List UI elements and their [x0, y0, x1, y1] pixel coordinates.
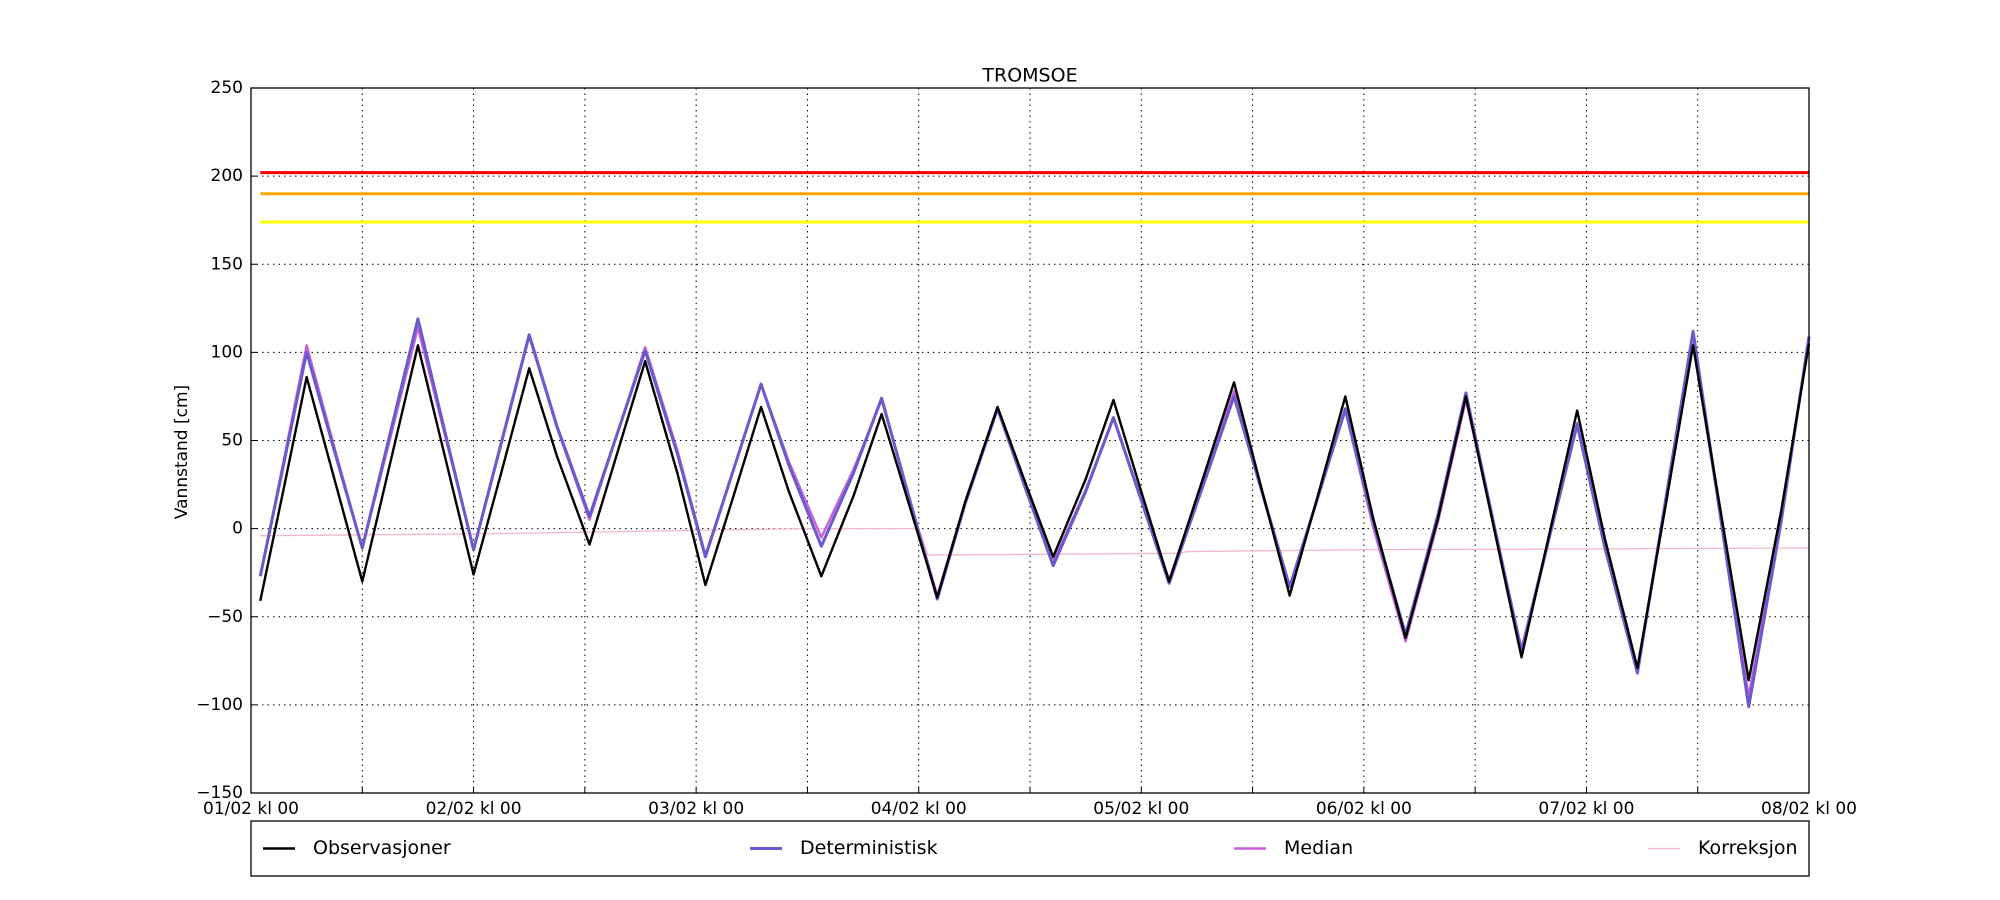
x-tick-label: 08/02 kl 00	[1761, 799, 1857, 819]
y-axis-label: Vannstand [cm]	[172, 385, 192, 519]
plot-frame	[250, 87, 1810, 794]
x-tick-label: 02/02 kl 00	[426, 799, 522, 819]
y-tick-label: 150	[211, 254, 243, 274]
legend-label: Deterministisk	[800, 837, 938, 859]
x-tick-label: 06/02 kl 00	[1316, 799, 1412, 819]
y-tick-label: 0	[232, 519, 243, 539]
y-tick-label: 100	[211, 342, 243, 362]
x-tick-label: 01/02 kl 00	[203, 799, 299, 819]
y-tick-label: −150	[196, 783, 243, 803]
legend-label: Median	[1284, 837, 1353, 859]
y-tick-label: −100	[196, 695, 243, 715]
y-tick-label: −50	[207, 607, 243, 627]
series-line	[259, 343, 1811, 682]
y-tick-label: 200	[211, 166, 243, 186]
chart-title: TROMSOE	[981, 65, 1077, 87]
series-line	[260, 527, 1810, 556]
y-tick-label: 50	[221, 431, 243, 451]
legend-label: Observasjoner	[313, 837, 451, 859]
legend-label: Korreksjon	[1698, 837, 1798, 859]
series-line	[258, 317, 1811, 709]
legend-box	[250, 820, 1810, 877]
x-tick-label: 05/02 kl 00	[1093, 799, 1189, 819]
x-tick-label: 04/02 kl 00	[871, 799, 967, 819]
y-tick-label: 250	[211, 78, 243, 98]
x-tick-label: 03/02 kl 00	[648, 799, 744, 819]
x-tick-label: 07/02 kl 00	[1538, 799, 1634, 819]
